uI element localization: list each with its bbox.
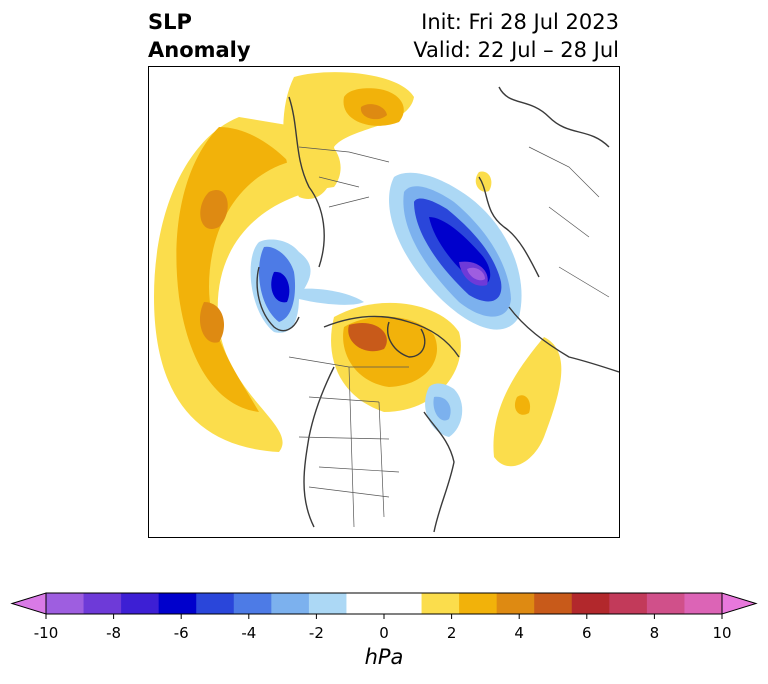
negative-anomaly-region [299, 288, 364, 305]
positive-anomaly-core [199, 302, 224, 343]
colorbar-segment [459, 593, 498, 614]
negative-anomaly-core [467, 267, 485, 281]
slp-anomaly-map [154, 72, 619, 533]
map-panel [148, 66, 620, 538]
positive-anomaly-core [200, 190, 228, 229]
colorbar-segment [271, 593, 310, 614]
colorbar-segment [46, 593, 85, 614]
colorbar-tick-label: 6 [582, 624, 592, 642]
positive-anomaly-core [348, 323, 387, 352]
colorbar-segment [384, 593, 423, 614]
colorbar-tick-label: 4 [514, 624, 524, 642]
negative-anomaly-region [433, 396, 451, 421]
colorbar-tick-label: 10 [712, 624, 732, 642]
colorbar-tick-label: 0 [379, 624, 389, 642]
valid-range-label: Valid: 22 Jul – 28 Jul [413, 38, 619, 62]
colorbar-ticks [45, 614, 723, 619]
colorbar-segments [46, 593, 723, 614]
colorbar-segment [308, 593, 347, 614]
colorbar-units: hPa [364, 645, 404, 669]
colorbar-segment [421, 593, 460, 614]
colorbar-tick-label: 8 [649, 624, 660, 642]
title-variable: SLP [148, 10, 192, 34]
colorbar-segment [346, 593, 385, 614]
colorbar-segment [609, 593, 648, 614]
colorbar-segment [233, 593, 272, 614]
colorbar-tick-label: -4 [241, 624, 257, 642]
colorbar-extend-high [721, 592, 758, 615]
colorbar-segment [158, 593, 197, 614]
colorbar-segment [646, 593, 685, 614]
colorbar [10, 592, 758, 619]
colorbar-segment [534, 593, 573, 614]
colorbar-tick-label: -2 [308, 624, 324, 642]
country-borders [288, 146, 610, 528]
positive-anomaly-core [360, 104, 387, 120]
positive-anomaly-region [475, 171, 492, 192]
positive-anomaly-core [514, 395, 531, 415]
colorbar-segment [496, 593, 535, 614]
init-date-label: Init: Fri 28 Jul 2023 [421, 10, 619, 34]
colorbar-segment [196, 593, 235, 614]
colorbar-segment [684, 593, 723, 614]
colorbar-tick-label: -8 [106, 624, 122, 642]
colorbar-segment [121, 593, 160, 614]
colorbar-tick-label: 2 [446, 624, 457, 642]
colorbar-segment [571, 593, 610, 614]
title-left: SLP Anomaly [148, 8, 251, 64]
negative-anomaly-core [271, 271, 290, 303]
colorbar-extend-low [10, 592, 47, 615]
colorbar-tick-label: -6 [173, 624, 189, 642]
title-subvariable: Anomaly [148, 38, 251, 62]
colorbar-tick-label: -10 [33, 624, 59, 642]
colorbar-segment [83, 593, 122, 614]
title-right: Init: Fri 28 Jul 2023 Valid: 22 Jul – 28… [413, 8, 619, 64]
